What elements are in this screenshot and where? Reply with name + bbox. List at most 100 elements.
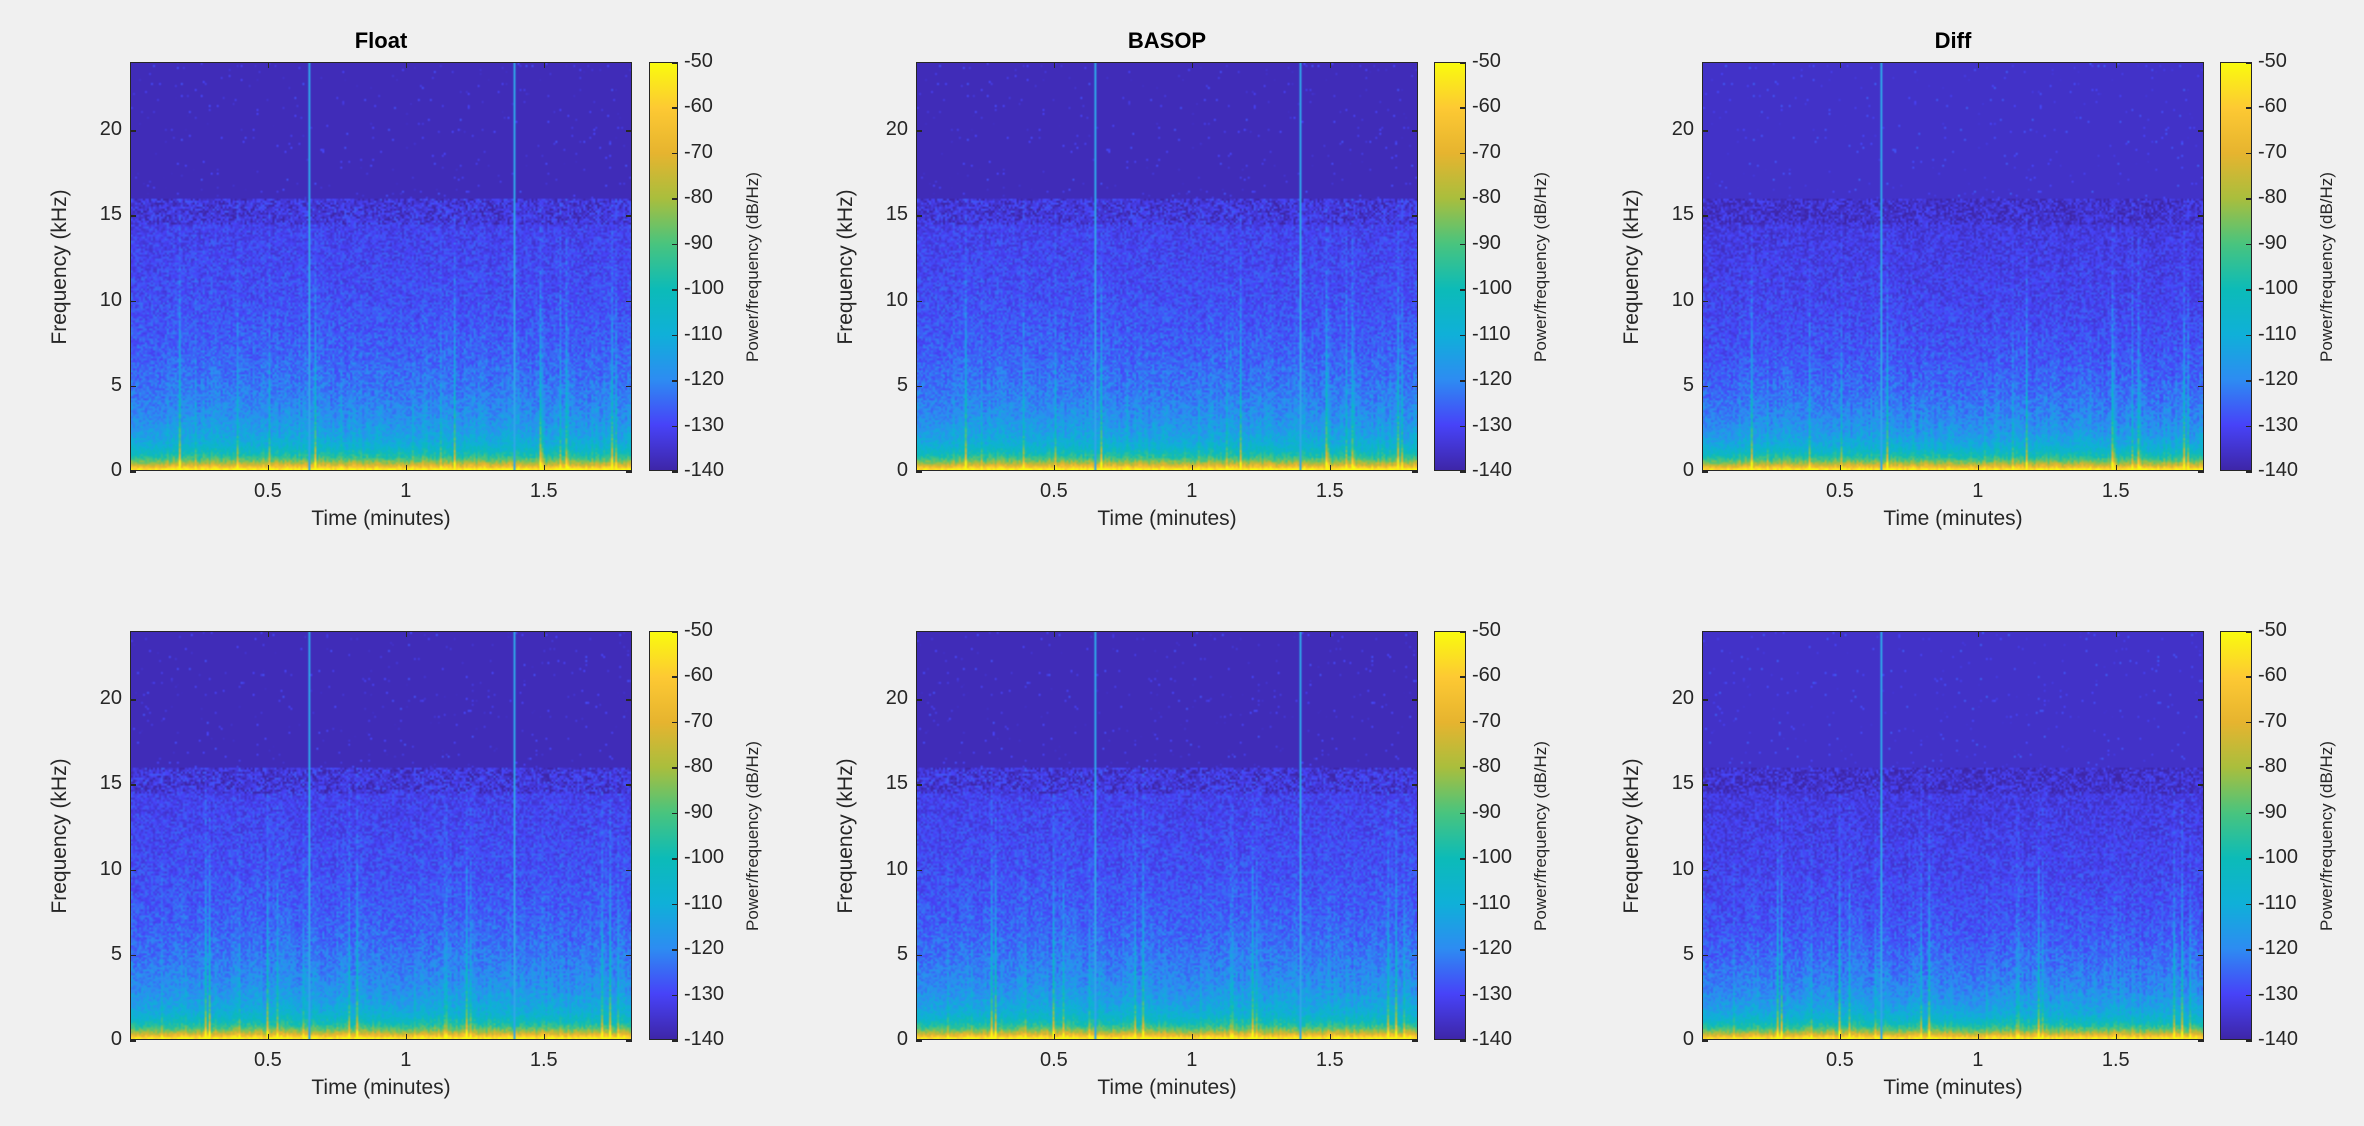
colorbar-tick-label: -70	[684, 709, 713, 732]
colorbar-tick-mark	[2246, 631, 2252, 633]
colorbar-tick-mark	[2246, 62, 2252, 64]
x-tick-label: 0.5	[254, 480, 282, 502]
x-tick-mark	[405, 1034, 408, 1040]
y-tick-label: 0	[896, 459, 908, 481]
colorbar-tick-label: -80	[684, 186, 713, 209]
y-tick-mark-right	[626, 869, 632, 872]
y-tick-mark-right	[626, 1040, 632, 1042]
x-tick-mark-top	[405, 62, 408, 68]
colorbar-tick-label: -140	[2258, 1028, 2299, 1050]
spectrogram-image	[917, 632, 1417, 1039]
y-tick-mark	[1702, 699, 1708, 701]
x-tick-label: 0.5	[1826, 1049, 1854, 1071]
colorbar-tick-label: -80	[1472, 755, 1501, 778]
x-tick-label: 1.5	[2101, 480, 2130, 502]
y-tick-mark	[1702, 954, 1708, 957]
colorbar-tick-mark	[672, 62, 678, 64]
x-tick-label: 1	[400, 480, 412, 502]
x-tick-label: 1.5	[529, 480, 558, 502]
colorbar-tick-label: -100	[2258, 846, 2299, 869]
y-tick-mark-right	[1412, 869, 1418, 872]
colorbar-tick-label: -120	[684, 368, 725, 391]
colorbar-tick-label: -120	[1472, 937, 1513, 960]
x-tick-mark	[1191, 1034, 1194, 1040]
colorbar-tick-mark	[672, 676, 678, 678]
colorbar-tick-mark	[1460, 243, 1466, 246]
colorbar-tick-label: -50	[2258, 50, 2287, 72]
y-tick-mark	[130, 130, 136, 132]
x-tick-mark	[267, 465, 270, 471]
y-tick-label: 10	[885, 288, 908, 311]
colorbar-tick-label: -90	[1472, 231, 1501, 254]
y-tick-label: 0	[110, 459, 122, 481]
y-tick-mark-right	[2198, 215, 2204, 217]
colorbar-tick-label: -60	[684, 664, 713, 687]
y-tick-label: 0	[896, 1028, 908, 1050]
y-tick-mark	[1702, 869, 1708, 872]
colorbar-tick-label: -120	[1472, 368, 1513, 391]
colorbar-tick-mark	[672, 767, 678, 769]
colorbar-tick-label: -80	[2258, 755, 2287, 778]
y-tick-label: 15	[885, 772, 908, 795]
colorbar-tick-label: -110	[684, 322, 723, 345]
y-tick-label: 20	[1671, 118, 1694, 141]
y-tick-mark-right	[626, 215, 632, 217]
x-tick-mark	[1329, 465, 1332, 471]
x-tick-label: 1.5	[1315, 1049, 1344, 1071]
colorbar-tick-label: -140	[1472, 1028, 1513, 1050]
colorbar-tick-label: -110	[2258, 891, 2297, 914]
colorbar-tick-mark	[1460, 994, 1466, 997]
colorbar-tick-label: -110	[1472, 322, 1511, 345]
y-tick-mark	[1702, 300, 1708, 303]
y-tick-mark	[130, 385, 136, 388]
colorbar-tick-mark	[2246, 721, 2252, 724]
y-tick-mark	[130, 471, 136, 473]
colorbar-tick-label: -90	[684, 800, 713, 823]
colorbar-tick-mark	[1460, 289, 1466, 291]
x-tick-label: 1	[1186, 1049, 1198, 1071]
y-tick-mark	[916, 385, 922, 388]
y-tick-label: 10	[99, 288, 122, 311]
colorbar-tick-label: -50	[684, 619, 713, 641]
y-tick-mark	[1702, 1040, 1708, 1042]
x-tick-mark	[1329, 1034, 1332, 1040]
y-tick-mark	[916, 130, 922, 132]
y-tick-label: 10	[99, 857, 122, 880]
colorbar-tick-mark	[672, 858, 678, 860]
colorbar-tick-mark	[672, 721, 678, 724]
y-tick-label: 20	[1671, 687, 1694, 710]
colorbar-tick-mark	[1460, 62, 1466, 64]
colorbar-tick-label: -60	[684, 95, 713, 118]
y-axis-label: Frequency (kHz)	[48, 757, 71, 914]
x-tick-label: 0.5	[1040, 480, 1068, 502]
colorbar-tick-mark	[1460, 903, 1466, 906]
colorbar-tick-mark	[1460, 767, 1466, 769]
y-tick-label: 20	[885, 687, 908, 710]
colorbar-tick-label: -90	[2258, 231, 2287, 254]
y-tick-label: 15	[1671, 203, 1694, 226]
colorbar-tick-mark	[672, 425, 678, 428]
colorbar-tick-mark	[2246, 380, 2252, 382]
x-tick-mark	[543, 465, 546, 471]
colorbar-tick-mark	[1460, 425, 1466, 428]
y-tick-mark-right	[2198, 954, 2204, 957]
colorbar-tick-mark	[2246, 334, 2252, 337]
y-tick-mark	[1702, 215, 1708, 217]
y-tick-label: 5	[896, 942, 908, 965]
colorbar-tick-label: -120	[2258, 937, 2299, 960]
spectrogram-image	[131, 63, 631, 470]
y-tick-mark	[1702, 784, 1708, 786]
colorbar-tick-label: -130	[684, 413, 725, 436]
y-tick-mark-right	[2198, 699, 2204, 701]
y-axis-label: Frequency (kHz)	[834, 188, 857, 345]
colorbar-tick-mark	[1460, 198, 1466, 200]
x-tick-mark-top	[1977, 62, 1980, 68]
x-tick-label: 1	[400, 1049, 412, 1071]
colorbar-label: Power/frequency (dB/Hz)	[743, 171, 762, 362]
y-tick-mark-right	[1412, 471, 1418, 473]
x-tick-mark-top	[405, 631, 408, 637]
colorbar-tick-mark	[672, 107, 678, 109]
colorbar-tick-mark	[2246, 107, 2252, 109]
colorbar-tick-mark	[2246, 289, 2252, 291]
colorbar-tick-label: -140	[2258, 459, 2299, 481]
